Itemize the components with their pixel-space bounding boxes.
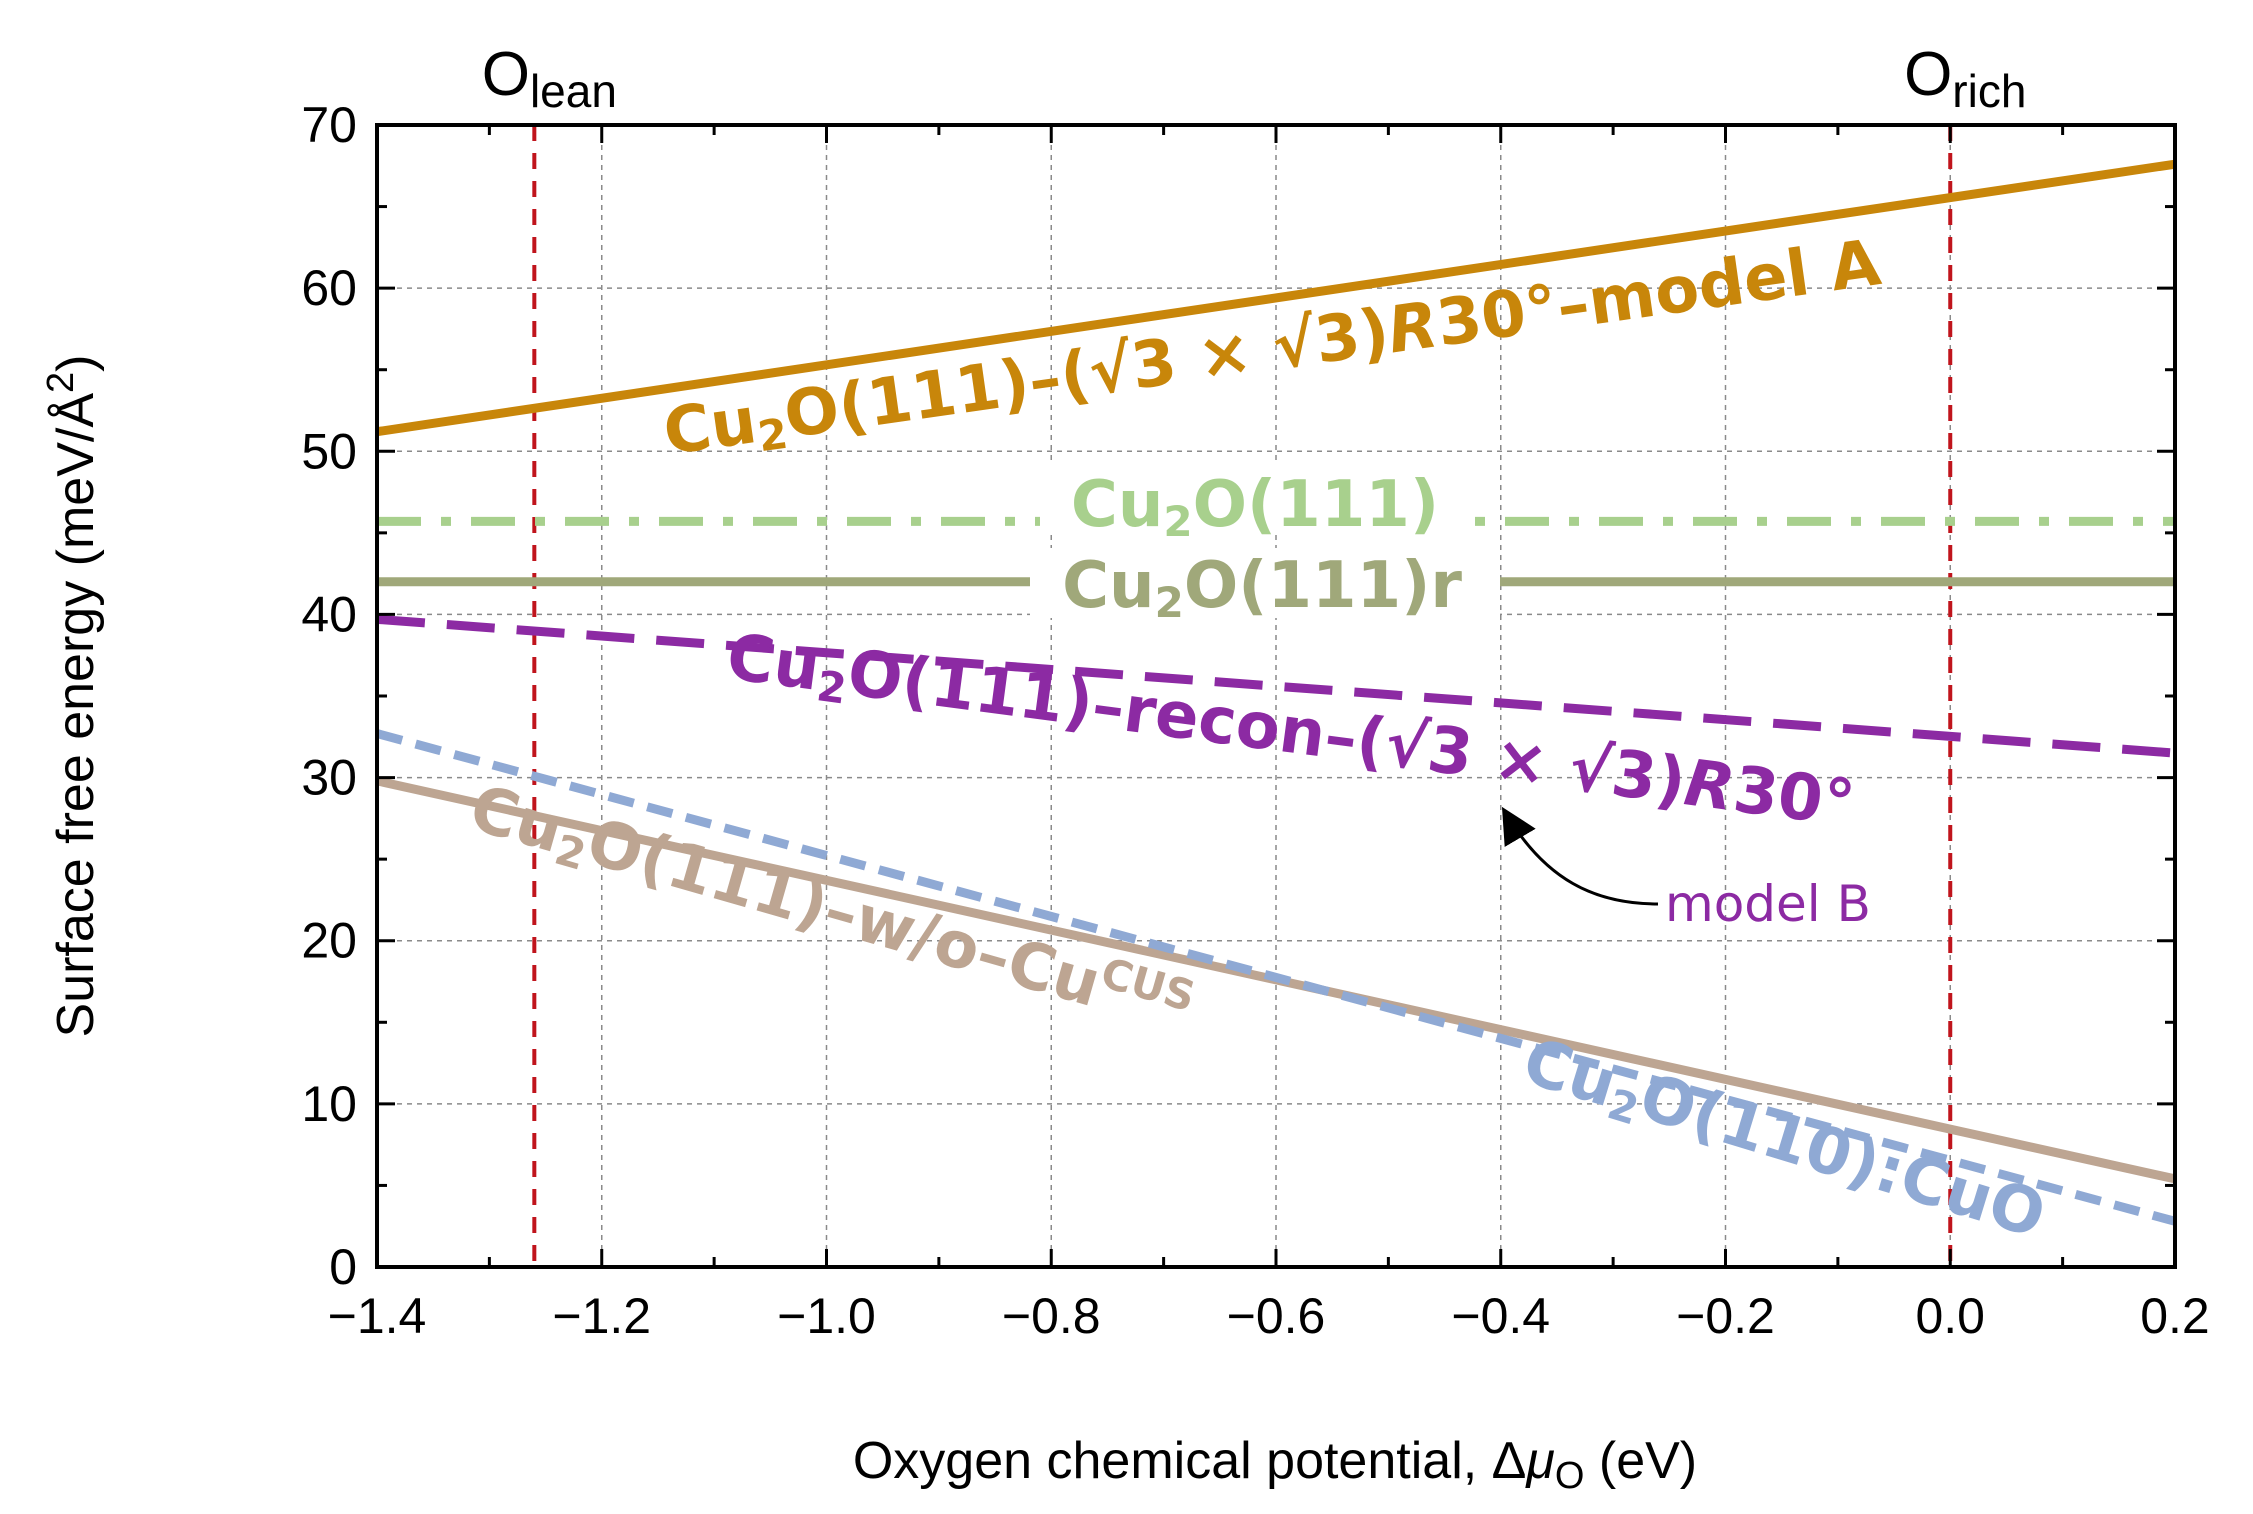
series-cu2o-110 (377, 729, 2175, 1226)
label-cu2o-111r-group: Cu2O(111)r (1030, 548, 1500, 627)
series-recon (377, 614, 2175, 758)
label-cu2o-111: Cu2O(111) (1071, 468, 1439, 546)
x-tick-label: 0.0 (1915, 1288, 1985, 1344)
x-tick-label: −0.4 (1451, 1288, 1550, 1344)
y-tick-label: 30 (301, 750, 357, 806)
x-tick-label: −0.6 (1227, 1288, 1326, 1344)
y-tick-label: 40 (301, 586, 357, 642)
label-recon: Cu2O(111)–recon–(√3 × √3)R30° (722, 620, 1859, 846)
series-lines (377, 159, 2175, 1226)
y-tick-label: 0 (329, 1239, 357, 1295)
limit-lines (532, 125, 1953, 1267)
o-lean-label: Olean (482, 40, 617, 117)
y-tick-label: 70 (301, 97, 357, 153)
x-tick-label: −1.4 (328, 1288, 427, 1344)
y-tick-label: 60 (301, 260, 357, 316)
x-tick-label: −1.2 (552, 1288, 651, 1344)
x-tick-label: −0.8 (1002, 1288, 1101, 1344)
label-cu2o-110: Cu2O(110):CuO (1514, 1024, 2054, 1257)
y-tick-label: 50 (301, 423, 357, 479)
label-cu2o-111-group: Cu2O(111) (1040, 462, 1470, 546)
o-rich-label: Orich (1904, 40, 2026, 117)
grid (377, 125, 2175, 1267)
x-axis-title: Oxygen chemical potential, ΔμO (eV) (853, 1432, 1697, 1497)
series-model-a (377, 159, 2175, 437)
y-tick-label: 20 (301, 913, 357, 969)
label-cu2o-111r: Cu2O(111)r (1062, 549, 1462, 627)
axis-ticks: −1.4 −1.2 −1.0 −0.8 −0.6 −0.4 −0.2 0.0 0.2 0 10 20 3… (301, 97, 2209, 1344)
x-tick-label: −0.2 (1676, 1288, 1775, 1344)
x-tick-label: 0.2 (2140, 1288, 2210, 1344)
label-model-a: Cu2O(111)–(√3 × √3)R30°–model A (659, 226, 1886, 474)
y-tick-label: 10 (301, 1076, 357, 1132)
label-wo-cu-cus: Cu2O(111)–w/o–CuCUS (461, 768, 1201, 1052)
model-b-annotation: model B (1665, 875, 1871, 933)
x-tick-label: −1.0 (777, 1288, 876, 1344)
y-axis-title: Surface free energy (meV/Å2) (40, 355, 105, 1038)
model-b-arrow (1501, 806, 1659, 906)
